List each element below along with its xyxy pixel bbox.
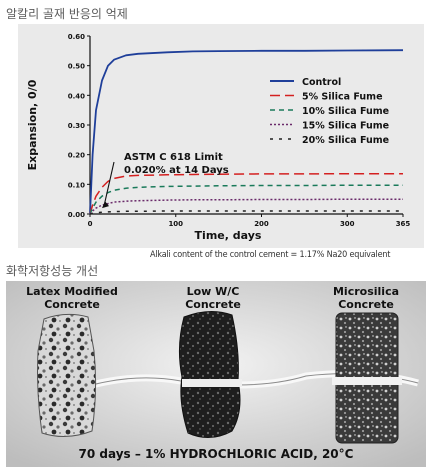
legend-label-3: 10% Silica Fume [302,106,389,117]
series-line-5 [89,210,403,215]
x-tick-label: 300 [340,220,355,228]
annotation-arrowhead [102,201,110,209]
latex-modified-concrete-sample [37,313,97,437]
y-axis-label: Expansion, 0/0 [26,79,39,170]
expansion-chart-svg: 0.00 0.10 0.20 0.30 0.40 0.50 0.60 0 100 200 300 36… [26,33,411,242]
x-tick-label: 100 [168,220,183,228]
photo-label-2-line2: Concrete [185,298,241,311]
legend-label-1: Control [302,77,341,88]
y-tick-label: 0.20 [68,152,85,160]
annotation-line-1: ASTM C 618 Limit [124,152,223,163]
section-title-chemical: 화학저항성능 개선 [6,264,99,278]
x-tick-label: 0 [88,220,93,228]
photo-caption: 70 days – 1% HYDROCHLORIC ACID, 20°C [79,447,354,461]
y-tick-label: 0.10 [68,181,85,189]
legend-label-2: 5% Silica Fume [302,92,383,103]
y-tick-label: 0.40 [68,92,85,100]
section-title-alkali: 알칼리 골재 반응의 억제 [6,7,128,21]
annotation-arrow [103,161,115,207]
acid-test-photo-svg: Latex Modified Concrete Low W/C Concrete… [6,281,426,467]
photo-label-3-line2: Concrete [338,298,394,311]
alkali-content-note: Alkali content of the control cement = 1… [150,250,391,260]
expansion-chart: 0.00 0.10 0.20 0.30 0.40 0.50 0.60 0 100 200 300 36… [18,24,424,248]
series-line-3 [89,184,403,215]
y-tick-label: 0.30 [68,122,85,130]
legend-label-5: 20% Silica Fume [302,135,389,146]
acid-test-photo: Latex Modified Concrete Low W/C Concrete… [6,281,426,467]
low-wc-concrete-sample [178,311,241,438]
y-tick-label: 0.00 [68,211,85,219]
y-tick-label: 0.50 [68,63,85,71]
photo-label-3-line1: Microsilica [333,285,399,298]
series-line-2 [89,172,403,215]
x-axis-label: Time, days [195,229,262,242]
series-line-1 [89,49,404,215]
photo-label-1-line1: Latex Modified [26,285,118,298]
y-tick-label: 0.60 [68,33,85,41]
annotation-line-2: 0.020% at 14 Days [124,165,229,176]
x-tick-label: 365 [396,220,411,228]
photo-label-1-line2: Concrete [44,298,100,311]
legend-label-4: 15% Silica Fume [302,121,389,132]
x-tick-label: 200 [254,220,269,228]
photo-label-2-line1: Low W/C [187,285,240,298]
